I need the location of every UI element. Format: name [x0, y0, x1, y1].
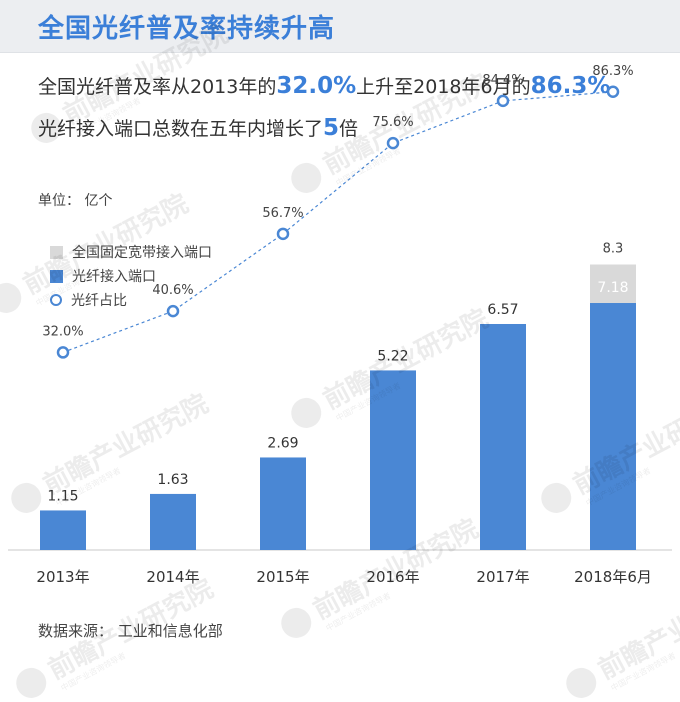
fiber-share-label: 40.6%	[152, 283, 193, 298]
legend-label: 光纤占比	[71, 293, 127, 309]
legend-swatch-blue	[50, 269, 63, 283]
legend-item-fiber-ports: 光纤接入端口	[50, 264, 212, 288]
x-tick-label: 2018年6月	[574, 568, 652, 586]
fiber-share-point	[56, 346, 70, 359]
legend-swatch-gray	[50, 245, 63, 259]
bar-fiber-ports	[150, 493, 196, 550]
page-title: 全国光纤普及率持续升高	[38, 14, 336, 44]
summary-text: 上升至2018年6月的	[356, 76, 531, 98]
bar-value-label: 7.18	[597, 280, 628, 296]
x-tick-label: 2015年	[256, 568, 309, 586]
bar-value-label: 2.69	[267, 435, 298, 451]
x-tick-label: 2017年	[476, 568, 529, 586]
total-value-label: 8.3	[603, 241, 624, 256]
fiber-share-line	[62, 91, 614, 353]
bar-fiber-ports	[370, 370, 416, 550]
fiber-share-point	[496, 94, 510, 108]
x-tick-label: 2013年	[36, 568, 89, 586]
bar-value-label: 1.63	[157, 472, 188, 488]
fiber-share-label: 84.4%	[482, 73, 523, 88]
fiber-share-point	[606, 85, 620, 99]
legend-item-total-ports: 全国固定宽带接入端口	[50, 240, 212, 264]
fiber-share-label: 75.6%	[372, 115, 413, 130]
bar-fiber-ports	[260, 457, 306, 550]
bar-value-label: 1.15	[47, 488, 78, 504]
title-bar: 全国光纤普及率持续升高	[0, 0, 680, 53]
bar-fiber-ports	[40, 510, 86, 550]
summary-highlight-multiplier: 5	[323, 115, 340, 141]
x-tick-label: 2016年	[366, 568, 419, 586]
legend-item-fiber-share: 光纤占比	[50, 288, 212, 312]
legend-label: 全国固定宽带接入端口	[72, 245, 212, 261]
summary-highlight-end: 86.3%	[530, 73, 611, 99]
bar-value-label: 6.57	[487, 302, 518, 318]
x-tick-label: 2014年	[146, 568, 199, 586]
summary-highlight-start: 32.0%	[276, 73, 357, 99]
fiber-share-label: 86.3%	[592, 64, 633, 79]
summary-text: 光纤接入端口总数在五年内增长了	[38, 118, 324, 140]
summary-text: 全国光纤普及率从2013年的	[38, 76, 277, 98]
unit-label: 单位： 亿个	[38, 193, 113, 209]
fiber-share-label: 56.7%	[262, 206, 303, 221]
fiber-share-label: 32.0%	[42, 324, 83, 339]
chart-legend: 全国固定宽带接入端口 光纤接入端口 光纤占比	[50, 240, 212, 312]
fiber-share-point	[166, 304, 180, 318]
fiber-share-point	[276, 227, 290, 241]
legend-swatch-ring	[50, 294, 62, 306]
summary-line-1: 全国光纤普及率从2013年的32.0%上升至2018年6月的86.3%	[38, 72, 610, 99]
summary-text: 倍	[339, 118, 359, 140]
bar-value-label: 5.22	[377, 348, 408, 364]
fiber-share-point	[386, 136, 400, 150]
legend-label: 光纤接入端口	[72, 269, 156, 285]
source-note: 数据来源： 工业和信息化部	[38, 622, 223, 640]
summary-line-2: 光纤接入端口总数在五年内增长了5倍	[38, 114, 358, 141]
bar-fiber-ports	[480, 323, 526, 550]
bar-fiber-ports	[590, 303, 636, 550]
